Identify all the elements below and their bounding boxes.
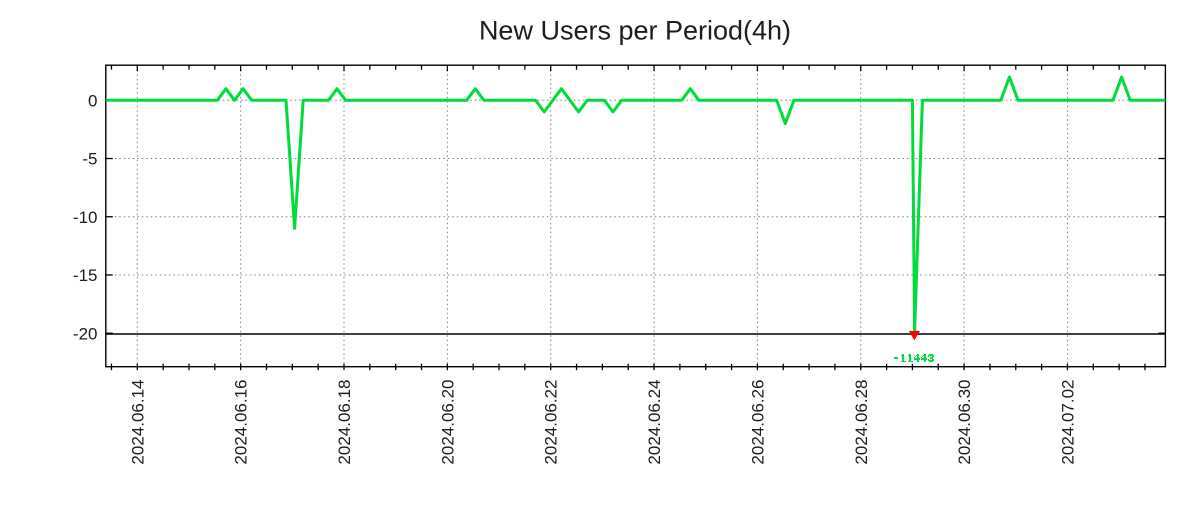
svg-text:2024.06.28: 2024.06.28 <box>852 380 871 465</box>
svg-text:-10: -10 <box>73 208 98 227</box>
svg-text:2024.07.02: 2024.07.02 <box>1058 380 1077 465</box>
svg-text:2024.06.14: 2024.06.14 <box>128 380 147 465</box>
svg-text:2024.06.22: 2024.06.22 <box>542 380 561 465</box>
svg-text:-20: -20 <box>73 324 98 343</box>
svg-text:New Users per Period(4h): New Users per Period(4h) <box>479 16 791 46</box>
svg-text:-5: -5 <box>82 150 97 169</box>
svg-text:2024.06.26: 2024.06.26 <box>748 380 767 465</box>
svg-text:2024.06.20: 2024.06.20 <box>438 380 457 465</box>
svg-text:0: 0 <box>88 91 97 110</box>
svg-text:2024.06.30: 2024.06.30 <box>955 380 974 465</box>
svg-text:2024.06.24: 2024.06.24 <box>645 380 664 465</box>
svg-text:-15: -15 <box>73 266 98 285</box>
svg-text:2024.06.18: 2024.06.18 <box>335 380 354 465</box>
svg-text:2024.06.16: 2024.06.16 <box>232 380 251 465</box>
